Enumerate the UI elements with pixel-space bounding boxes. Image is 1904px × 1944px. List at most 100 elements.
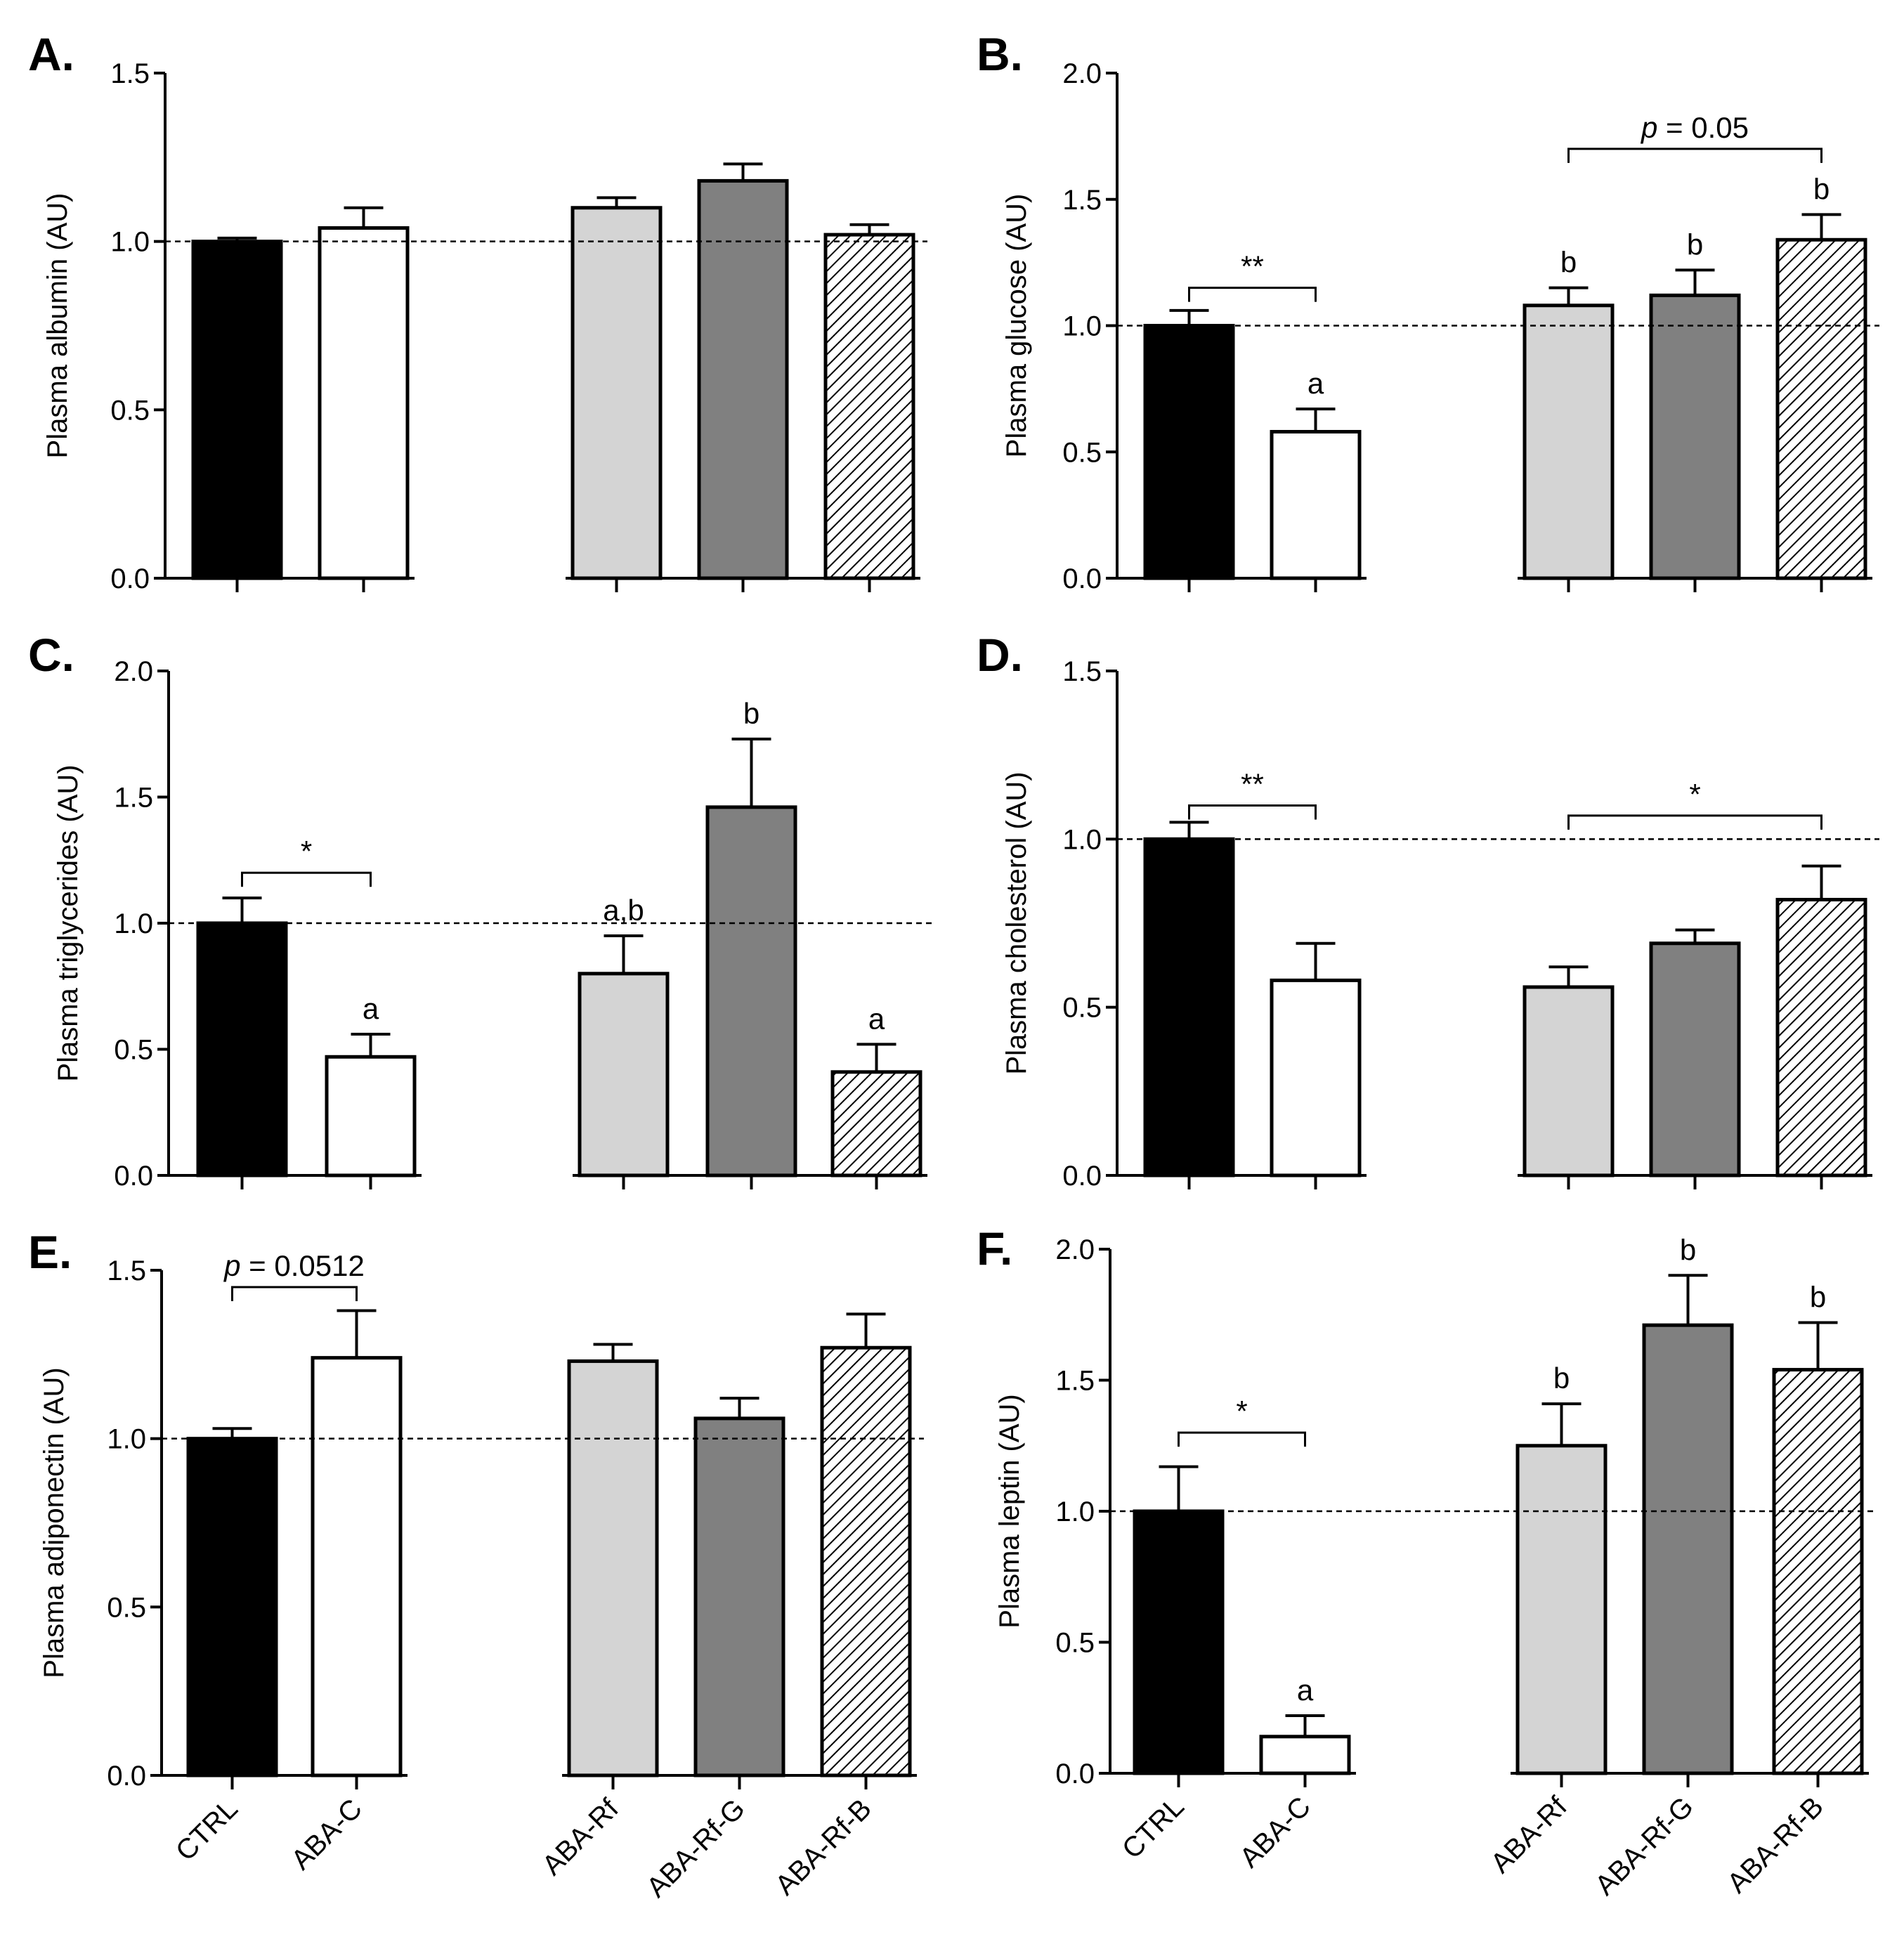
bar-aba-rf <box>570 206 663 580</box>
bar-aba-rf-g <box>1649 293 1741 580</box>
bar-aba-rf-g <box>705 805 797 1178</box>
y-axis-label: Plasma glucose (AU) <box>1001 194 1032 458</box>
significance-label: * <box>1236 1395 1247 1428</box>
y-tick-label: 2.0 <box>1062 58 1102 89</box>
y-axis-label: Plasma cholesterol (AU) <box>1001 771 1032 1074</box>
bar-aba-rf-g <box>1649 941 1741 1178</box>
bar-aba-c <box>1270 429 1362 580</box>
p-value: = 0.05 <box>1657 111 1749 144</box>
significance-label: ** <box>1241 767 1264 800</box>
y-tick-label: 1.5 <box>1062 185 1102 216</box>
y-tick-label: 1.0 <box>107 1424 146 1455</box>
significance-label: * <box>1689 778 1700 811</box>
significance-letter: a <box>1297 1674 1314 1707</box>
bar-ctrl <box>191 240 283 580</box>
bar-aba-rf <box>1522 985 1615 1178</box>
y-tick-label: 0.5 <box>107 1592 146 1623</box>
significance-letter: b <box>1680 1233 1696 1266</box>
y-axis-label: Plasma triglycerides (AU) <box>53 764 84 1081</box>
significance-bracket <box>1188 287 1317 302</box>
p-symbol: p <box>223 1249 240 1282</box>
significance-bracket <box>1178 1431 1306 1447</box>
significance-letter: b <box>1687 228 1703 261</box>
panel-letter: D. <box>977 629 1023 681</box>
bar-aba-rf-g <box>697 178 789 580</box>
bar-ctrl <box>196 921 288 1178</box>
category-label-aba-c: ABA-C <box>1234 1791 1317 1874</box>
category-label-aba-rf: ABA-Rf <box>1485 1791 1573 1879</box>
bar-aba-c <box>1259 1735 1351 1775</box>
y-tick-label: 1.0 <box>1055 1496 1095 1527</box>
bar-aba-rf-b <box>820 1345 912 1777</box>
panel-e: E. Plasma adiponectin (AU) 0.0 0.5 1.0 1.5 p =… <box>28 1226 924 1903</box>
y-tick-label: 0.5 <box>1055 1628 1095 1659</box>
category-label-ctrl: CTRL <box>1116 1791 1190 1865</box>
y-tick-label: 1.5 <box>107 1255 146 1286</box>
significance-bracket <box>1188 804 1317 820</box>
bar-ctrl <box>1143 837 1235 1178</box>
category-label-aba-rf-g: ABA-Rf-G <box>641 1793 751 1903</box>
significance-letter: b <box>1810 1280 1826 1313</box>
significance-letter: a <box>868 1002 885 1035</box>
y-axis-label: Plasma albumin (AU) <box>42 193 73 459</box>
bar-aba-rf <box>578 972 670 1178</box>
bar-aba-rf-g <box>693 1416 785 1777</box>
panel-a: A. Plasma albumin (AU) 0.0 0.5 1.0 1.5 <box>28 28 927 594</box>
significance-letter: a <box>1308 367 1324 400</box>
significance-letter: a,b <box>603 894 644 927</box>
bar-aba-rf <box>567 1359 659 1777</box>
bar-aba-rf <box>1522 304 1615 580</box>
bar-ctrl <box>186 1437 278 1777</box>
y-tick-label: 0.0 <box>1062 563 1102 594</box>
category-label-aba-rf-b: ABA-Rf-B <box>1721 1791 1830 1899</box>
y-tick-label: 1.5 <box>110 58 150 89</box>
panel-letter: F. <box>977 1222 1012 1274</box>
y-tick-label: 0.0 <box>107 1761 146 1792</box>
y-axis-label: Plasma leptin (AU) <box>994 1394 1025 1628</box>
p-symbol: p <box>1640 111 1657 144</box>
significance-bracket <box>241 871 372 887</box>
bar-ctrl <box>1143 324 1235 580</box>
significance-bracket <box>1567 814 1823 830</box>
bar-ctrl <box>1133 1509 1225 1775</box>
significance-label: ** <box>1241 250 1264 283</box>
bar-aba-c <box>318 226 410 580</box>
panel-letter: B. <box>977 28 1023 80</box>
significance-label: p = 0.0512 <box>223 1249 365 1282</box>
y-tick-label: 0.0 <box>110 563 150 594</box>
y-tick-label: 1.5 <box>1055 1366 1095 1397</box>
category-label-ctrl: CTRL <box>170 1793 244 1867</box>
significance-bracket <box>231 1286 358 1301</box>
panel-b: B. Plasma glucose (AU) 0.0 0.5 1.0 1.5 2.0 a b b b… <box>977 28 1879 594</box>
significance-letter: b <box>1560 246 1577 279</box>
panel-d: D.Plasma cholesterol (AU)0.00.51.01.5** * <box>977 629 1879 1192</box>
y-tick-label: 0.5 <box>1062 993 1102 1024</box>
y-tick-label: 1.0 <box>1062 824 1102 855</box>
panel-letter: E. <box>28 1226 72 1278</box>
y-tick-label: 0.5 <box>110 395 150 426</box>
significance-bracket <box>1567 148 1823 163</box>
bar-aba-rf-b <box>823 233 915 580</box>
category-label-aba-c: ABA-C <box>285 1793 368 1876</box>
y-tick-label: 0.0 <box>1055 1759 1095 1789</box>
y-tick-label: 0.5 <box>1062 437 1102 468</box>
significance-label: * <box>301 835 312 868</box>
y-axis-label: Plasma adiponectin (AU) <box>39 1367 70 1678</box>
y-tick-label: 1.0 <box>1062 311 1102 342</box>
significance-letter: b <box>1553 1362 1570 1395</box>
panel-letter: A. <box>28 28 74 80</box>
category-label-aba-rf-b: ABA-Rf-B <box>769 1793 878 1901</box>
significance-letter: b <box>1813 172 1830 205</box>
y-tick-label: 0.5 <box>114 1035 153 1066</box>
y-tick-label: 1.0 <box>110 227 150 258</box>
y-tick-label: 2.0 <box>1055 1234 1095 1265</box>
bar-aba-c <box>325 1055 417 1178</box>
p-value: = 0.0512 <box>241 1249 365 1282</box>
bar-aba-rf-g <box>1642 1323 1734 1775</box>
category-label-aba-rf-g: ABA-Rf-G <box>1589 1791 1700 1901</box>
panel-c: C. Plasma triglycerides (AU) 0.0 0.5 1.0 1.5 2… <box>28 629 934 1192</box>
significance-letter: b <box>743 697 759 730</box>
bar-aba-rf-b <box>830 1070 922 1178</box>
bar-aba-rf-b <box>1775 237 1867 580</box>
